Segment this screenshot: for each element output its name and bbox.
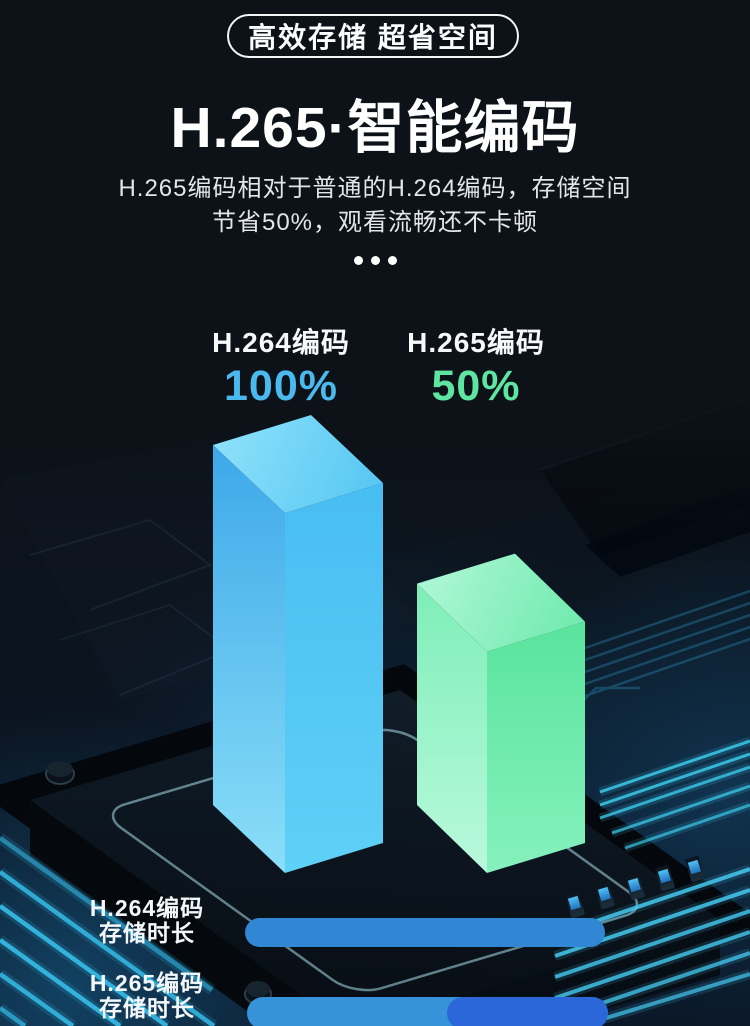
- storage-row-label-line2: 存储时长: [99, 920, 195, 946]
- description: H.265编码相对于普通的H.264编码，存储空间 节省50%，观看流畅还不卡顿: [0, 172, 750, 240]
- storage-row-label-line1: H.264编码: [89, 895, 205, 921]
- description-line-2: 节省50%，观看流畅还不卡顿: [211, 209, 539, 236]
- storage-row-label-line1: H.265编码: [89, 970, 205, 996]
- bar-3d-h265: [417, 553, 585, 873]
- column-label: H.265编码: [407, 327, 545, 358]
- page-title: H.265·智能编码: [170, 96, 580, 160]
- glow-traces-bottom-right: [553, 864, 750, 1026]
- storage-duration-bar-h264: [245, 918, 605, 947]
- bar-3d-h264: [213, 415, 383, 873]
- storage-row-label-h264: H.264编码 存储时长: [37, 896, 257, 946]
- header-badge: 高效存储 超省空间: [227, 14, 519, 58]
- storage-row-label-h265: H.265编码 存储时长: [37, 971, 257, 1021]
- glow-traces-right: [598, 736, 750, 853]
- header-badge-label: 高效存储 超省空间: [248, 22, 498, 53]
- faint-traces-right: [580, 589, 750, 717]
- storage-row-label-line2: 存储时长: [99, 995, 195, 1021]
- comparison-column-h264: H.264编码 100%: [171, 321, 391, 411]
- glow-traces-bottom-left: [0, 833, 218, 1026]
- dots-separator: [0, 256, 750, 265]
- comparison-column-h265: H.265编码 50%: [366, 321, 586, 411]
- description-line-1: H.265编码相对于普通的H.264编码，存储空间: [118, 175, 632, 202]
- storage-duration-bar-h265-dark-segment: [447, 997, 608, 1026]
- column-value: 100%: [224, 362, 338, 410]
- storage-duration-bar-h265: [247, 997, 608, 1026]
- column-value: 50%: [431, 362, 521, 410]
- column-label: H.264编码: [212, 327, 350, 358]
